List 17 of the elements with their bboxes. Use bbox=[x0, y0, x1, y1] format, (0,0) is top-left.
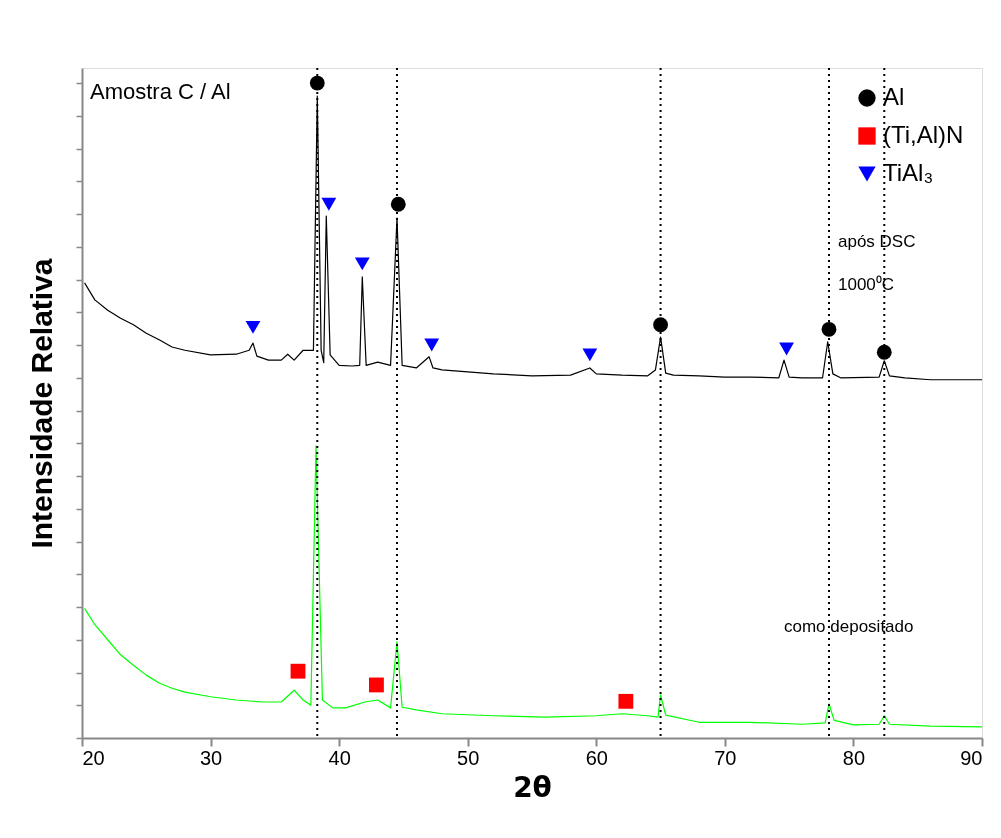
x-tick-label: 70 bbox=[714, 746, 737, 769]
annotation: Amostra C / Al bbox=[90, 79, 231, 104]
x-tick-label: 90 bbox=[960, 746, 983, 769]
x-tick-label: 40 bbox=[328, 746, 351, 769]
x-tick-label: 50 bbox=[457, 746, 480, 769]
annotation: após DSC bbox=[838, 232, 916, 251]
legend-label: TiAl₃ bbox=[883, 159, 934, 186]
legend-label: Al bbox=[883, 83, 905, 110]
x-tick-label: 30 bbox=[199, 746, 223, 769]
x-tick-label: 20 bbox=[82, 746, 105, 769]
annotation: 1000⁰C bbox=[838, 275, 895, 294]
x-tick-label: 60 bbox=[585, 746, 608, 769]
annotation: como depositado bbox=[784, 617, 914, 636]
x-tick-label: 80 bbox=[842, 746, 866, 769]
legend-label: (Ti,Al)N bbox=[883, 121, 964, 148]
x-axis-title: 2θ bbox=[513, 770, 552, 804]
y-axis-title: Intensidade Relativa bbox=[24, 258, 58, 549]
